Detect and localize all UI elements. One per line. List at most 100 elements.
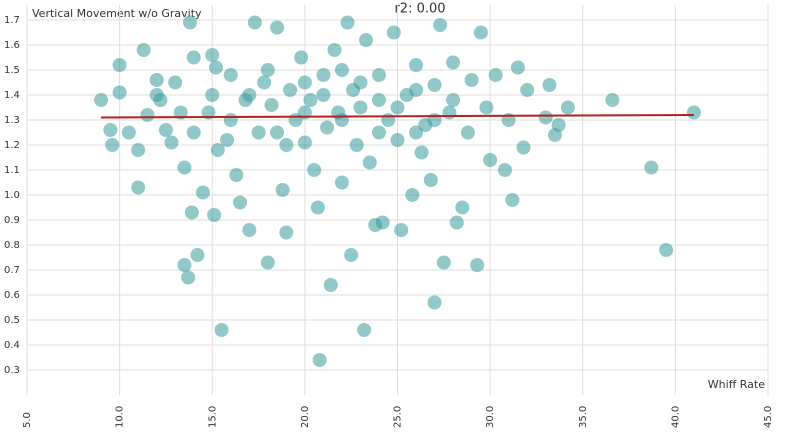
- scatter-point: [242, 88, 257, 102]
- x-tick-label: 15.0: [207, 406, 218, 428]
- chart-title: r2: 0.00: [394, 2, 445, 17]
- scatter-point: [334, 113, 349, 127]
- scatter-point: [414, 145, 429, 160]
- scatter-point: [260, 255, 275, 270]
- scatter-point: [362, 155, 377, 170]
- scatter-point: [316, 68, 331, 82]
- scatter-point: [436, 255, 451, 270]
- scatter-point: [201, 105, 216, 120]
- y-tick-label: 1.4: [4, 90, 20, 101]
- scatter-point: [247, 15, 262, 30]
- scatter-point: [375, 215, 390, 230]
- scatter-point: [371, 93, 386, 107]
- x-tick-label: 20.0: [300, 406, 311, 428]
- y-tick-label: 0.6: [4, 290, 20, 301]
- y-tick-label: 0.8: [4, 240, 20, 251]
- scatter-point: [488, 68, 503, 82]
- scatter-point: [190, 248, 205, 262]
- x-tick-label: 30.0: [485, 406, 496, 428]
- x-tick-label: 25.0: [393, 406, 404, 428]
- scatter-point: [220, 133, 235, 147]
- scatter-point: [195, 185, 210, 200]
- scatter-point: [121, 125, 136, 140]
- scatter-point: [442, 105, 457, 120]
- scatter-point: [303, 93, 318, 107]
- x-tick-label: 45.0: [763, 406, 774, 428]
- scatter-point: [242, 223, 257, 237]
- scatter-point: [505, 193, 520, 207]
- scatter-point: [275, 183, 290, 197]
- scatter-point: [214, 323, 229, 337]
- scatter-point: [446, 55, 461, 70]
- scatter-point: [340, 15, 355, 30]
- scatter-point: [353, 75, 368, 90]
- scatter-point: [186, 125, 201, 140]
- scatter-point: [205, 88, 220, 102]
- scatter-point: [357, 323, 372, 337]
- scatter-point: [349, 138, 364, 152]
- scatter-point: [334, 175, 349, 190]
- scatter-point: [260, 63, 275, 77]
- scatter-point: [427, 78, 442, 92]
- scatter-point: [659, 243, 674, 257]
- y-tick-label: 0.3: [4, 365, 20, 376]
- scatter-point: [297, 75, 312, 90]
- scatter-point: [307, 163, 322, 177]
- scatter-point: [520, 83, 535, 97]
- scatter-point: [686, 105, 701, 120]
- scatter-point: [316, 88, 331, 102]
- scatter-point: [390, 133, 405, 147]
- scatter-point: [140, 108, 155, 122]
- scatter-point: [449, 215, 464, 230]
- scatter-point: [181, 270, 196, 285]
- scatter-point: [344, 248, 359, 262]
- scatter-point: [264, 98, 279, 112]
- x-tick-label: 40.0: [670, 406, 681, 428]
- scatter-point: [103, 123, 118, 137]
- scatter-point: [409, 58, 424, 72]
- y-tick-label: 1.1: [4, 165, 20, 176]
- scatter-point: [497, 163, 512, 177]
- scatter-point: [205, 48, 220, 62]
- scatter-point: [446, 93, 461, 107]
- scatter-point: [168, 75, 183, 90]
- scatter-point: [644, 160, 659, 175]
- scatter-point: [551, 118, 566, 132]
- scatter-point: [386, 25, 401, 40]
- y-tick-label: 1.3: [4, 115, 20, 126]
- y-tick-label: 1.5: [4, 65, 20, 76]
- scatter-point: [310, 200, 325, 215]
- scatter-point: [423, 173, 438, 187]
- scatter-point: [460, 125, 475, 140]
- scatter-point: [542, 78, 557, 92]
- scatter-point: [229, 168, 244, 182]
- scatter-point: [359, 33, 374, 47]
- scatter-point: [283, 83, 298, 97]
- scatter-point: [409, 83, 424, 97]
- scatter-point: [479, 100, 494, 115]
- scatter-point: [294, 50, 309, 65]
- scatter-point: [251, 125, 266, 140]
- scatter-point: [210, 143, 225, 157]
- scatter-point: [334, 63, 349, 77]
- y-tick-label: 1.6: [4, 40, 20, 51]
- scatter-point: [394, 223, 409, 237]
- scatter-point: [177, 258, 192, 272]
- y-tick-label: 0.9: [4, 215, 20, 226]
- scatter-point: [279, 225, 294, 240]
- scatter-point: [112, 58, 127, 72]
- scatter-point: [297, 135, 312, 150]
- x-tick-label: 5.0: [22, 412, 33, 428]
- scatter-point: [177, 160, 192, 175]
- scatter-point: [112, 85, 127, 100]
- scatter-point: [173, 105, 188, 120]
- y-tick-label: 0.5: [4, 315, 20, 326]
- scatter-point: [186, 50, 201, 65]
- scatter-point: [538, 110, 553, 125]
- scatter-point: [184, 205, 199, 220]
- scatter-point: [223, 68, 238, 82]
- scatter-point: [371, 68, 386, 82]
- scatter-point: [483, 153, 498, 167]
- scatter-point: [183, 15, 198, 30]
